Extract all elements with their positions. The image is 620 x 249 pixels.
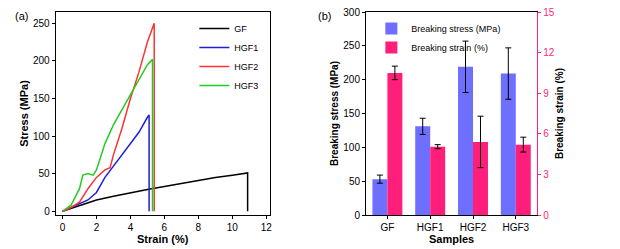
svg-text:Breaking stress (MPa): Breaking stress (MPa) [329,61,340,166]
svg-text:GF: GF [380,222,394,233]
svg-text:4: 4 [128,222,134,233]
svg-text:0: 0 [60,222,66,233]
svg-text:6: 6 [162,222,168,233]
svg-text:250: 250 [33,18,50,29]
svg-text:Breaking strain (%): Breaking strain (%) [554,68,565,159]
svg-text:Breaking strain (%): Breaking strain (%) [411,43,488,53]
svg-text:9: 9 [543,88,549,99]
svg-text:GF: GF [234,24,247,34]
svg-text:15: 15 [543,7,555,18]
svg-text:0: 0 [44,206,50,217]
svg-text:300: 300 [343,7,360,18]
svg-text:HGF1: HGF1 [234,43,258,53]
svg-text:HGF3: HGF3 [234,81,258,91]
svg-text:3: 3 [543,169,549,180]
svg-text:0: 0 [354,210,360,221]
svg-text:200: 200 [33,55,50,66]
svg-text:150: 150 [343,108,360,119]
svg-text:12: 12 [543,47,555,58]
svg-text:HGF2: HGF2 [460,222,487,233]
svg-text:HGF1: HGF1 [417,222,444,233]
svg-text:Stress (MPa): Stress (MPa) [18,80,30,147]
svg-text:12: 12 [261,222,273,233]
svg-text:HGF2: HGF2 [234,62,258,72]
svg-text:(a): (a) [15,10,28,22]
svg-text:100: 100 [343,142,360,153]
svg-text:HGF3: HGF3 [502,222,529,233]
svg-text:50: 50 [39,168,51,179]
svg-text:2: 2 [94,222,100,233]
svg-text:150: 150 [33,93,50,104]
svg-text:10: 10 [227,222,239,233]
svg-text:50: 50 [349,176,361,187]
svg-text:100: 100 [33,131,50,142]
svg-text:Strain (%): Strain (%) [137,233,189,245]
svg-text:(b): (b) [318,10,331,22]
svg-text:Samples: Samples [429,233,474,245]
svg-text:8: 8 [196,222,202,233]
svg-text:200: 200 [343,74,360,85]
svg-text:Breaking stress (MPa): Breaking stress (MPa) [411,24,500,34]
svg-text:250: 250 [343,40,360,51]
svg-text:0: 0 [543,210,549,221]
svg-text:6: 6 [543,128,549,139]
